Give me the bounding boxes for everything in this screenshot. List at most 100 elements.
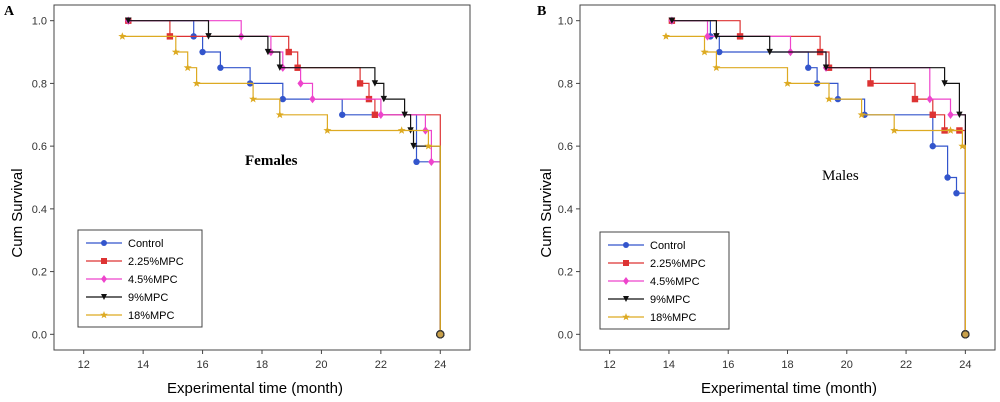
panel-a-series-line-2: [128, 20, 441, 335]
panel-a-ytick-label: 0.0: [32, 329, 47, 341]
panel-b-series-4-point: [783, 79, 792, 87]
panel-a-series: [118, 16, 445, 339]
panel-b-series-3-point: [766, 48, 773, 56]
panel-b-series-1-point: [911, 95, 919, 103]
panel-b-series-4-point: [825, 94, 833, 103]
panel-a-legend-swatch-marker: [101, 258, 107, 264]
panel-b-series-4-point: [946, 126, 955, 134]
panel-b-legend-label: 18%MPC: [650, 312, 697, 324]
panel-a-series-3-point: [371, 80, 379, 87]
panel-b-legend-label: Control: [650, 240, 685, 252]
panel-a-series-2-point: [309, 94, 316, 104]
panel-b-xtick-label: 20: [841, 359, 853, 371]
panel-a-series-4-point: [424, 141, 433, 150]
panel-a-xtick-label: 12: [78, 359, 90, 371]
panel-b-series: [662, 16, 970, 339]
panel-a-series-2-point: [377, 110, 385, 119]
panel-b-ytick-label: 0.8: [558, 78, 573, 90]
panel-a-series-2-point: [297, 79, 304, 88]
panel-b-series-4-point: [700, 47, 709, 56]
panel-b-xtick-label: 14: [663, 359, 675, 371]
panel-a-xtick-label: 16: [196, 359, 208, 371]
panel-a-series-4-point: [275, 110, 284, 119]
panel-b-ytick-label: 1.0: [558, 16, 573, 28]
panel-a-legend-label: 2.25%MPC: [128, 256, 184, 268]
panel-a-series-0-point: [217, 64, 224, 71]
panel-b-legend-label: 4.5%MPC: [650, 276, 700, 288]
panel-a-series-3-point: [401, 111, 408, 118]
panel-a-xtick-label: 14: [137, 359, 149, 371]
panel-b-series-0-point: [716, 48, 723, 56]
panel-b-legend-swatch-marker: [623, 242, 629, 248]
panel-a-series-3-point: [380, 95, 388, 103]
panel-a-series-4-point: [323, 126, 332, 134]
panel-b-ytick-label: 0.0: [558, 329, 573, 341]
panel-a-annotation: Females: [245, 153, 298, 169]
panel-b-xtick-label: 12: [604, 359, 616, 371]
panel-b-series-0-point: [805, 64, 812, 71]
panel-b-series-4-point: [857, 110, 866, 119]
panel-a-series-1-point: [285, 48, 292, 56]
panel-a-series-3-point: [410, 142, 417, 150]
panel-b-legend-label: 2.25%MPC: [650, 258, 706, 270]
panel-a-series-3-point: [276, 64, 284, 71]
panel-a-series-0-point: [339, 111, 346, 118]
panel-a-legend-label: 4.5%MPC: [128, 274, 178, 286]
panel-a-legend-label: Control: [128, 238, 163, 250]
panel-b-ytick-label: 0.6: [558, 141, 573, 153]
panel-b-series-4-point: [712, 63, 721, 72]
panel-a-legend-swatch-marker: [100, 311, 108, 319]
panel-a-xtick-label: 20: [315, 359, 327, 371]
panel-a-series-1-point: [356, 80, 364, 87]
panel-b-ticks: 12 14 16 18 20 22 24 0.0 0.2 0.4 0.6 0.8 1.0: [558, 16, 972, 371]
panel-a-series-line-4: [122, 35, 441, 335]
panel-a-ytick-label: 0.4: [32, 204, 47, 216]
panel-a-legend-items: Control 2.25%MPC 4.5%MPC 9%MPC 18%MPC: [86, 238, 184, 322]
panel-b-series-line-4: [666, 35, 966, 335]
panel-b-legend-label: 9%MPC: [650, 294, 690, 306]
panel-b: B Cum Survival Experimental time (month)…: [537, 4, 996, 397]
panel-a-label: A: [4, 4, 15, 19]
panel-b-series-3-point: [956, 111, 963, 118]
panel-b-legend-swatch-marker: [622, 313, 630, 321]
panel-a-series-0-point: [413, 158, 420, 166]
panel-a-xtick-label: 22: [375, 359, 387, 371]
panel-b-series-4-point: [890, 126, 899, 134]
panel-b-legend: Control 2.25%MPC 4.5%MPC 9%MPC 18%MPC: [599, 231, 730, 330]
panel-a-xtick-label: 18: [256, 359, 268, 371]
panel-a-series-0-point: [279, 95, 286, 103]
panel-b-legend-swatch-marker: [623, 277, 629, 285]
panel-a-series-4-point: [397, 126, 406, 134]
panel-b-series-0-point: [929, 142, 936, 150]
panel-a-ticks: 12 14 16 18 20 22 24 0.0 0.2 0.4 0.6 0.8 1.0: [32, 16, 447, 371]
panel-a-legend-label: 9%MPC: [128, 292, 168, 304]
panel-b-series-1-point: [867, 80, 874, 87]
panel-a-series-4-point: [436, 330, 445, 339]
panel-a-legend-label: 18%MPC: [128, 310, 175, 322]
panel-b-series-4-point: [961, 330, 970, 339]
panel-a-series-4-point: [118, 32, 127, 40]
panel-a-xlabel: Experimental time (month): [167, 380, 343, 397]
panel-b-series-4-point: [662, 32, 670, 40]
panel-a-series-2-point: [428, 157, 435, 167]
panel-b-xtick-label: 16: [722, 359, 734, 371]
panel-b-xtick-label: 18: [781, 359, 793, 371]
panel-a: A Cum Survival Experimental time (month)…: [4, 4, 471, 397]
panel-b-series-2-point: [947, 110, 954, 119]
panel-b-series-3-point: [941, 80, 948, 87]
panel-b-ylabel: Cum Survival: [538, 168, 555, 257]
panel-a-series-3-point: [264, 48, 272, 56]
panel-b-label: B: [537, 4, 546, 19]
panel-a-series-4-point: [192, 79, 201, 87]
panel-a-legend-swatch-marker: [101, 240, 107, 246]
panel-b-xtick-label: 22: [900, 359, 912, 371]
panel-a-series-4-point: [183, 63, 192, 72]
panel-b-ytick-label: 0.4: [558, 204, 573, 216]
panel-b-legend-swatch-marker: [623, 296, 629, 302]
panel-a-series-1-point: [371, 111, 379, 118]
panel-a-legend-swatch-marker: [101, 294, 107, 300]
panel-b-series-3-point: [668, 17, 676, 24]
panel-a-series-3-point: [205, 33, 212, 40]
panel-b-series-2-point: [704, 32, 711, 41]
